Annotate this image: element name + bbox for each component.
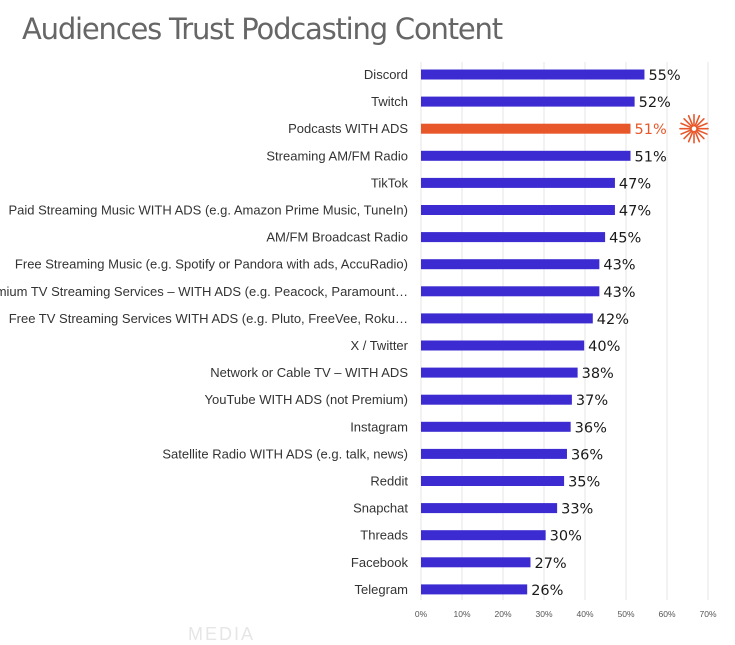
bar [421, 448, 567, 459]
data-label: 36% [571, 447, 603, 463]
category-labels: Discord Twitch Podcasts WITH ADS Streaming … [0, 67, 409, 597]
category-label: Discord [364, 67, 408, 82]
starburst-icon [679, 113, 709, 144]
x-tick-label: 20% [494, 609, 511, 619]
category-label: Twitch [371, 94, 408, 109]
bar [421, 69, 645, 80]
data-label: 35% [568, 475, 600, 491]
data-label: 36% [575, 420, 607, 436]
category-label: Satellite Radio WITH ADS (e.g. talk, new… [162, 446, 408, 461]
gridlines [420, 62, 709, 600]
bar [421, 96, 635, 107]
bar [421, 476, 565, 486]
bar [421, 205, 615, 215]
data-label: 37% [576, 393, 608, 409]
bar-highlight [421, 123, 631, 134]
data-label: 52% [639, 95, 671, 111]
data-label: 30% [550, 529, 582, 545]
data-label: 40% [588, 339, 620, 355]
bar [421, 394, 572, 405]
category-label: Free TV Streaming Services WITH ADS (e.g… [9, 311, 408, 326]
data-label: 55% [648, 68, 680, 84]
bar [421, 286, 600, 297]
bar [421, 530, 546, 541]
watermark-logo: MEDIA [188, 624, 256, 644]
category-label: Network or Cable TV – WITH ADS [210, 365, 408, 380]
data-label: 42% [597, 312, 629, 328]
data-label: 33% [561, 502, 593, 518]
x-tick-label: 0% [415, 609, 428, 619]
data-label: 43% [603, 285, 635, 301]
category-label: Free Streaming Music (e.g. Spotify or Pa… [15, 257, 408, 272]
value-labels: 55% 52% 51% 51% 47% 47% 45% 43% 43% 42% 40% 38% 37% 3… [531, 68, 680, 599]
category-label: Reddit [370, 474, 408, 489]
x-tick-label: 30% [535, 609, 552, 619]
data-label: 26% [531, 583, 563, 599]
category-label: Threads [360, 528, 408, 543]
highlight-marker [679, 113, 709, 144]
bar [421, 421, 571, 432]
bar [421, 340, 585, 351]
bar [421, 584, 528, 595]
category-label: YouTube WITH ADS (not Premium) [205, 392, 409, 407]
category-label: Instagram [350, 419, 408, 434]
bar [421, 503, 558, 514]
bar [421, 367, 578, 378]
category-label: Podcasts WITH ADS [288, 121, 408, 136]
bar [421, 259, 600, 270]
data-label: 51% [635, 149, 667, 165]
category-label: Paid Streaming Music WITH ADS (e.g. Amaz… [8, 203, 408, 218]
bar [421, 232, 606, 243]
x-tick-label: 10% [453, 609, 470, 619]
x-tick-label: 70% [699, 609, 716, 619]
bars [421, 69, 645, 595]
x-axis-ticks: 0% 10% 20% 30% 40% 50% 60% 70% [415, 609, 717, 619]
category-label: AM/FM Broadcast Radio [266, 230, 408, 245]
category-label: X / Twitter [350, 338, 408, 353]
data-label: 51% [635, 122, 667, 138]
category-label: Premium TV Streaming Services – WITH ADS… [0, 284, 408, 299]
bar [421, 557, 531, 568]
bar [421, 313, 593, 324]
category-label: Facebook [351, 555, 409, 570]
category-label: TikTok [371, 175, 409, 190]
category-label: Streaming AM/FM Radio [266, 148, 408, 163]
x-tick-label: 60% [658, 609, 675, 619]
data-label: 43% [603, 258, 635, 274]
data-label: 38% [582, 366, 614, 382]
category-label: Snapchat [353, 501, 408, 516]
x-tick-label: 50% [617, 609, 634, 619]
chart-title: Audiences Trust Podcasting Content [22, 12, 503, 46]
data-label: 27% [534, 556, 566, 572]
data-label: 47% [619, 176, 651, 192]
x-tick-label: 40% [576, 609, 593, 619]
category-label: Telegram [355, 582, 408, 597]
bar [421, 150, 631, 161]
data-label: 45% [609, 231, 641, 247]
bar [421, 177, 615, 188]
data-label: 47% [619, 204, 651, 220]
